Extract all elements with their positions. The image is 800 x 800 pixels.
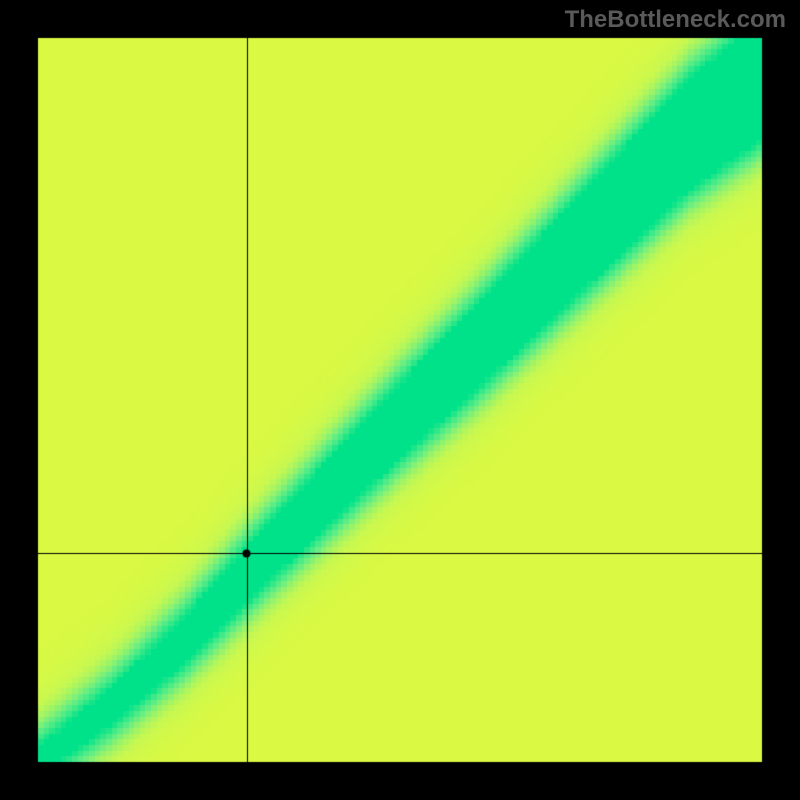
chart-container: TheBottleneck.com	[0, 0, 800, 800]
watermark-text: TheBottleneck.com	[565, 6, 786, 34]
bottleneck-heatmap	[0, 0, 800, 800]
